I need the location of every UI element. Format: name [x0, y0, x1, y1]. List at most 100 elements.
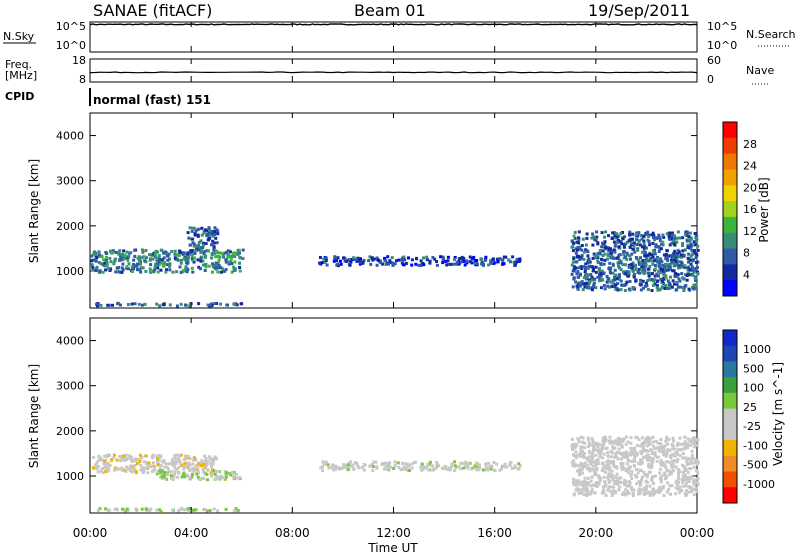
power-echo-cell	[577, 239, 581, 243]
velocity-echo-cell	[686, 471, 690, 475]
velocity-echo-cell	[621, 452, 625, 455]
velocity-echo-cell	[612, 463, 615, 467]
velocity-echo-cell	[648, 463, 652, 467]
power-echo-cell	[600, 245, 604, 249]
power-echo-cell	[599, 272, 603, 276]
power-echo-cell	[675, 282, 679, 286]
velocity-echo-cell	[344, 463, 348, 467]
power-echo-cell	[384, 262, 388, 266]
velocity-echo-cell	[587, 482, 591, 486]
power-echo-cell	[691, 273, 695, 277]
velocity-echo-cell	[602, 452, 606, 456]
power-echo-cell	[672, 282, 676, 286]
velocity-echo-cell	[683, 491, 687, 495]
power-echo-cell	[635, 238, 639, 242]
velocity-echo-cell	[171, 457, 175, 461]
velocity-echo-cell	[665, 490, 669, 494]
power-echo-cell	[638, 243, 642, 247]
power-echo-cell	[194, 247, 198, 251]
power-echo-cell	[615, 232, 619, 236]
power-echo-cell	[673, 243, 677, 247]
power-echo-cell	[680, 272, 684, 276]
velocity-echo-cell	[173, 470, 177, 474]
power-echo-cell	[168, 262, 172, 266]
power-echo-cell	[185, 261, 189, 265]
power-echo-cell	[99, 303, 103, 307]
power-echo-cell	[672, 252, 676, 256]
power-echo-cell	[233, 303, 237, 307]
power-echo-cell	[142, 255, 146, 259]
power-ytick-label-2: 3000	[56, 175, 84, 188]
power-echo-cell	[318, 261, 322, 265]
velocity-echo-cell	[150, 455, 154, 459]
power-echo-cell	[402, 263, 406, 267]
power-echo-cell	[626, 274, 630, 278]
power-echo-cell	[667, 237, 671, 241]
velocity-echo-cell	[609, 439, 613, 443]
power-echo-cell	[630, 241, 633, 245]
velocity-echo-cell	[647, 470, 651, 474]
power-echo-cell	[210, 253, 214, 257]
velocity-echo-cell	[170, 470, 173, 474]
power-echo-cell	[660, 242, 663, 246]
power-echo-cell	[158, 258, 162, 261]
power-echo-cell	[628, 254, 632, 258]
power-echo-cell	[592, 252, 596, 256]
power-echo-cell	[167, 252, 171, 256]
power-echo-cell	[154, 252, 157, 256]
power-echo-cell	[684, 233, 687, 236]
power-echo-cell	[593, 277, 597, 281]
power-echo-cell	[601, 254, 605, 257]
power-echo-cell	[199, 259, 203, 263]
power-echo-cell	[642, 286, 645, 290]
power-echo-cell	[584, 272, 588, 276]
power-echo-cell	[665, 232, 669, 236]
power-echo-cell	[187, 255, 191, 259]
power-echo-cell	[192, 260, 196, 264]
power-echo-cell	[107, 267, 111, 271]
velocity-echo-cell	[644, 454, 648, 458]
power-echo-cell	[194, 229, 198, 233]
power-echo-cell	[681, 249, 685, 253]
power-echo-cell	[591, 232, 595, 236]
velocity-echo-cell	[516, 467, 520, 471]
velocity-cbar-tick-0: 1000	[743, 343, 771, 356]
power-echo-cell	[671, 239, 675, 243]
power-echo-cell	[694, 278, 697, 282]
power-echo-cell	[661, 240, 665, 244]
power-echo-cell	[644, 281, 648, 285]
power-echo-cell	[582, 257, 586, 261]
power-echo-cell	[607, 234, 610, 238]
velocity-echo-cell	[188, 476, 192, 480]
power-echo-cell	[591, 256, 595, 260]
velocity-echo-cell	[221, 476, 225, 480]
power-echo-cell	[572, 234, 576, 238]
velocity-echo-cell	[687, 457, 691, 461]
power-echo-cell	[192, 244, 196, 248]
power-echo-cell	[587, 259, 591, 263]
power-echo-cell	[148, 253, 152, 257]
velocity-echo-cell	[658, 490, 662, 494]
power-echo-cell	[212, 251, 216, 255]
velocity-echo-cell	[666, 468, 670, 472]
velocity-echo-cell	[205, 472, 209, 476]
velocity-echo-cell	[476, 467, 480, 471]
velocity-echo-cell	[631, 494, 635, 497]
power-echo-cell	[95, 268, 99, 272]
velocity-ytick-label-2: 3000	[56, 380, 84, 393]
velocity-echo-cell	[619, 481, 623, 484]
velocity-echo-cell	[681, 481, 685, 484]
velocity-echo-cell	[194, 508, 198, 512]
velocity-echo-cell	[99, 456, 103, 460]
power-echo-cell	[611, 271, 615, 275]
power-echo-cell	[121, 268, 125, 272]
power-echo-cell	[114, 250, 118, 254]
velocity-echo-cell	[676, 483, 679, 487]
power-echo-cell	[152, 251, 156, 255]
power-echo-cell	[238, 256, 242, 259]
power-echo-cell	[622, 245, 626, 249]
power-echo-cell	[664, 253, 668, 256]
velocity-echo-cell	[174, 460, 178, 464]
power-echo-cell	[603, 245, 607, 249]
power-echo-cell	[433, 257, 437, 261]
